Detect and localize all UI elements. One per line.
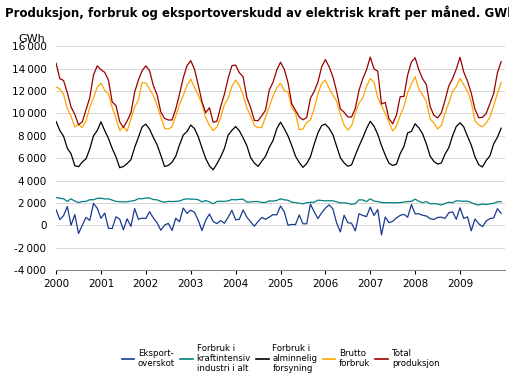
Legend: Eksport-
overskot, Forbruk i
kraftintensiv
industri i alt, Forbruk i
alminnelig
: Eksport- overskot, Forbruk i kraftintens… bbox=[121, 344, 439, 373]
Text: GWh: GWh bbox=[18, 34, 45, 44]
Text: Produksjon, forbruk og eksportoverskudd av elektrisk kraft per måned. GWh: Produksjon, forbruk og eksportoverskudd … bbox=[5, 6, 509, 20]
